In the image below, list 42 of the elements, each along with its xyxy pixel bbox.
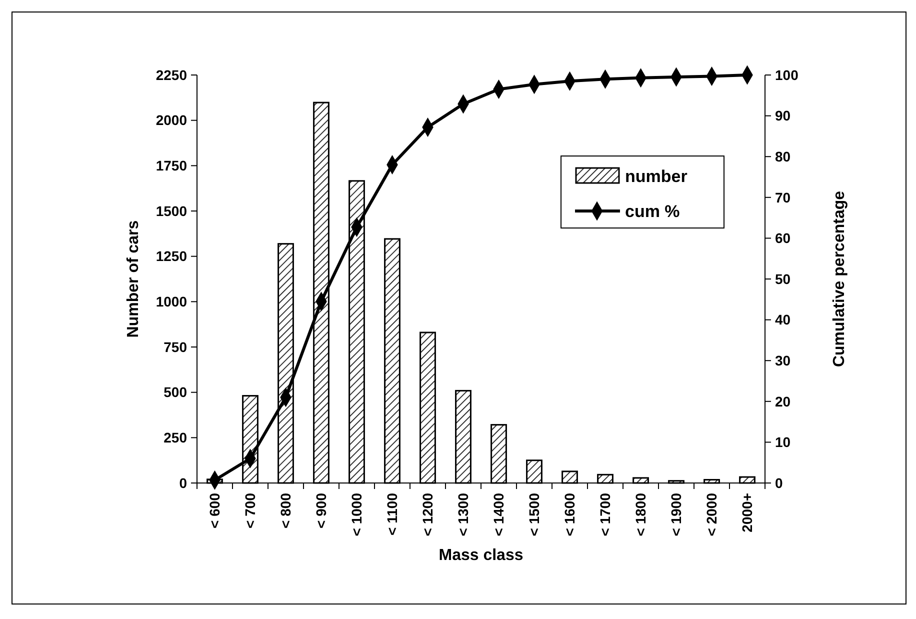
y2-tick-label: 40 [775, 312, 791, 328]
y-tick-label: 1250 [156, 248, 188, 264]
y2-tick-label: 30 [775, 352, 791, 368]
y2-tick-label: 10 [775, 434, 791, 450]
y2-tick-label: 70 [775, 189, 791, 206]
y-tick-label: 750 [164, 338, 188, 355]
y2-tick-label: 0 [775, 474, 783, 491]
y-tick-label: 2250 [156, 66, 188, 83]
x-tick-label: 2000+ [739, 493, 756, 532]
y-axis-title: Number of cars [125, 220, 142, 338]
y-tick-label: 2000 [156, 112, 188, 128]
x-tick-label: < 1700 [597, 492, 614, 536]
y-tick-label: 1500 [156, 202, 188, 219]
y2-tick-label: 60 [775, 230, 791, 246]
y2-axis-title: Cumulative percentage [831, 190, 848, 368]
y2-tick-label: 90 [775, 108, 791, 124]
x-tick-label: < 1500 [526, 492, 542, 536]
x-tick-label: < 1100 [384, 492, 400, 536]
x-tick-label: < 1600 [562, 492, 578, 536]
y2-tick-label: 50 [775, 270, 791, 287]
x-tick-label: < 700 [242, 492, 258, 528]
legend-label: cum % [625, 202, 680, 221]
y2-tick-label: 80 [775, 148, 791, 164]
x-tick-label: < 1400 [490, 492, 507, 536]
x-axis-title: Mass class [438, 547, 524, 564]
x-tick-label: < 1300 [455, 492, 472, 536]
x-tick-label: < 2000 [704, 492, 720, 536]
x-tick-label: < 1200 [420, 492, 436, 536]
x-tick-label: < 1900 [668, 492, 684, 536]
x-tick-label: < 600 [206, 492, 223, 528]
y-tick-label: 0 [179, 474, 188, 491]
x-tick-label: < 1800 [632, 492, 649, 536]
x-tick-label: < 900 [313, 492, 330, 528]
legend-label: number [625, 166, 688, 186]
y-tick-label: 1750 [156, 158, 188, 174]
y-tick-label: 500 [164, 384, 188, 400]
x-tick-label: < 800 [278, 492, 294, 528]
y2-tick-label: 100 [775, 66, 799, 83]
y-tick-label: 1000 [156, 294, 188, 310]
y2-tick-label: 20 [775, 393, 791, 410]
x-tick-label: < 1000 [348, 492, 365, 536]
y-tick-label: 250 [164, 430, 188, 446]
